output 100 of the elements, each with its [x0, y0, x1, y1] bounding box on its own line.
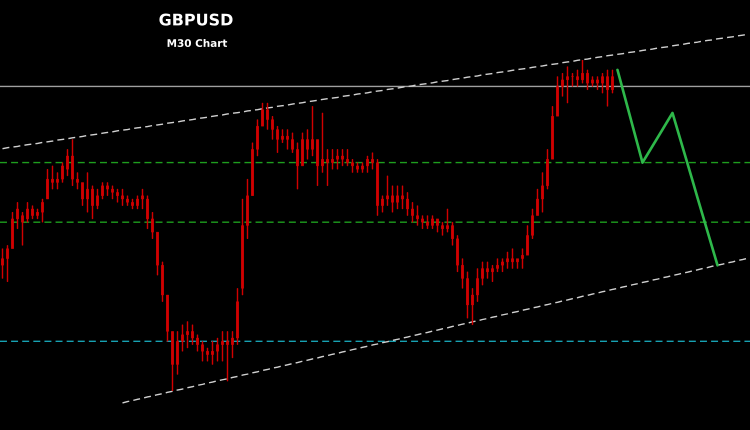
candlestick: [501, 258, 504, 272]
candlestick: [371, 152, 374, 170]
candlestick: [26, 202, 29, 222]
candlestick: [46, 169, 49, 200]
candlestick: [326, 149, 329, 186]
candlestick: [111, 186, 114, 200]
candlestick: [391, 186, 394, 212]
candlestick: [201, 341, 204, 362]
candlestick: [291, 132, 294, 153]
candlestick: [251, 142, 254, 196]
candlestick: [41, 198, 44, 222]
candlestick: [131, 198, 134, 210]
candlestick: [266, 102, 269, 130]
candlestick: [141, 188, 144, 210]
candlestick: [486, 262, 489, 279]
candlestick: [221, 331, 224, 362]
candlestick: [591, 76, 594, 87]
candlestick: [191, 324, 194, 345]
candlestick: [306, 129, 309, 160]
candlestick: [261, 102, 264, 126]
candlestick: [106, 182, 109, 196]
candlestick: [311, 106, 314, 156]
candlestick: [1, 248, 4, 279]
candlestick: [361, 162, 364, 173]
candlestick: [146, 196, 149, 230]
candlestick: [611, 70, 614, 94]
candlestick: [436, 218, 439, 232]
candlestick: [431, 215, 434, 230]
candlestick: [511, 248, 514, 269]
candlestick: [586, 70, 589, 90]
candlestick: [166, 294, 169, 342]
candlestick: [241, 198, 244, 296]
candlestick: [531, 208, 534, 239]
candlestick: [516, 258, 519, 269]
candlestick: [461, 258, 464, 289]
candlestick: [61, 162, 64, 183]
candlestick: [536, 188, 539, 216]
candlestick: [561, 73, 564, 97]
candlestick: [396, 186, 399, 210]
candlestick: [451, 222, 454, 246]
candlestick: [506, 252, 509, 269]
candlestick: [101, 182, 104, 200]
chart-title: GBPUSD: [159, 14, 233, 26]
candlestick: [576, 70, 579, 87]
candlestick: [196, 334, 199, 352]
candlestick: [51, 166, 54, 190]
candlestick: [456, 235, 459, 272]
candlestick: [16, 202, 19, 230]
candlestick: [521, 248, 524, 269]
candlestick: [441, 222, 444, 236]
candlestick: [116, 188, 119, 203]
candlestick: [496, 258, 499, 272]
candlestick: [176, 331, 179, 375]
candlestick: [96, 188, 99, 210]
candlestick: [446, 208, 449, 232]
candlestick: [286, 129, 289, 150]
candlestick: [366, 156, 369, 173]
candlestick: [376, 159, 379, 216]
candlestick: [171, 331, 174, 391]
candlestick: [336, 149, 339, 170]
candlestick: [421, 215, 424, 230]
candlestick: [136, 196, 139, 210]
candlestick: [416, 205, 419, 226]
candlestick: [121, 188, 124, 206]
candlestick: [81, 182, 84, 206]
candlestick: [56, 172, 59, 190]
candlestick: [31, 205, 34, 220]
candlestick: [301, 132, 304, 166]
candlestick: [281, 129, 284, 143]
candlestick: [401, 186, 404, 210]
candlestick: [246, 178, 249, 239]
candlestick: [356, 162, 359, 173]
candlestick: [181, 324, 184, 352]
candlestick: [381, 196, 384, 212]
candlestick: [76, 172, 79, 190]
candlestick: [316, 139, 319, 186]
candlestick: [406, 192, 409, 216]
candlestick: [346, 149, 349, 166]
candlestick: [21, 212, 24, 246]
candlestick: [71, 139, 74, 186]
candlestick: [596, 76, 599, 90]
candlestick: [546, 149, 549, 190]
candlestick: [161, 262, 164, 302]
candlestick: [341, 149, 344, 166]
candlestick: [556, 76, 559, 116]
candlestick: [476, 268, 479, 302]
candlestick: [156, 232, 159, 276]
candlestick: [526, 225, 529, 256]
candlestick: [206, 348, 209, 362]
candlestick: [226, 331, 229, 382]
candlestick: [256, 119, 259, 156]
candlestick: [236, 288, 239, 345]
candlestick: [231, 331, 234, 358]
candlestick: [411, 202, 414, 222]
candlestick: [491, 265, 494, 282]
candlestick: [581, 60, 584, 84]
candlestick: [86, 172, 89, 212]
candlestick: [551, 106, 554, 160]
candlestick: [481, 262, 484, 286]
candlestick: [91, 186, 94, 220]
